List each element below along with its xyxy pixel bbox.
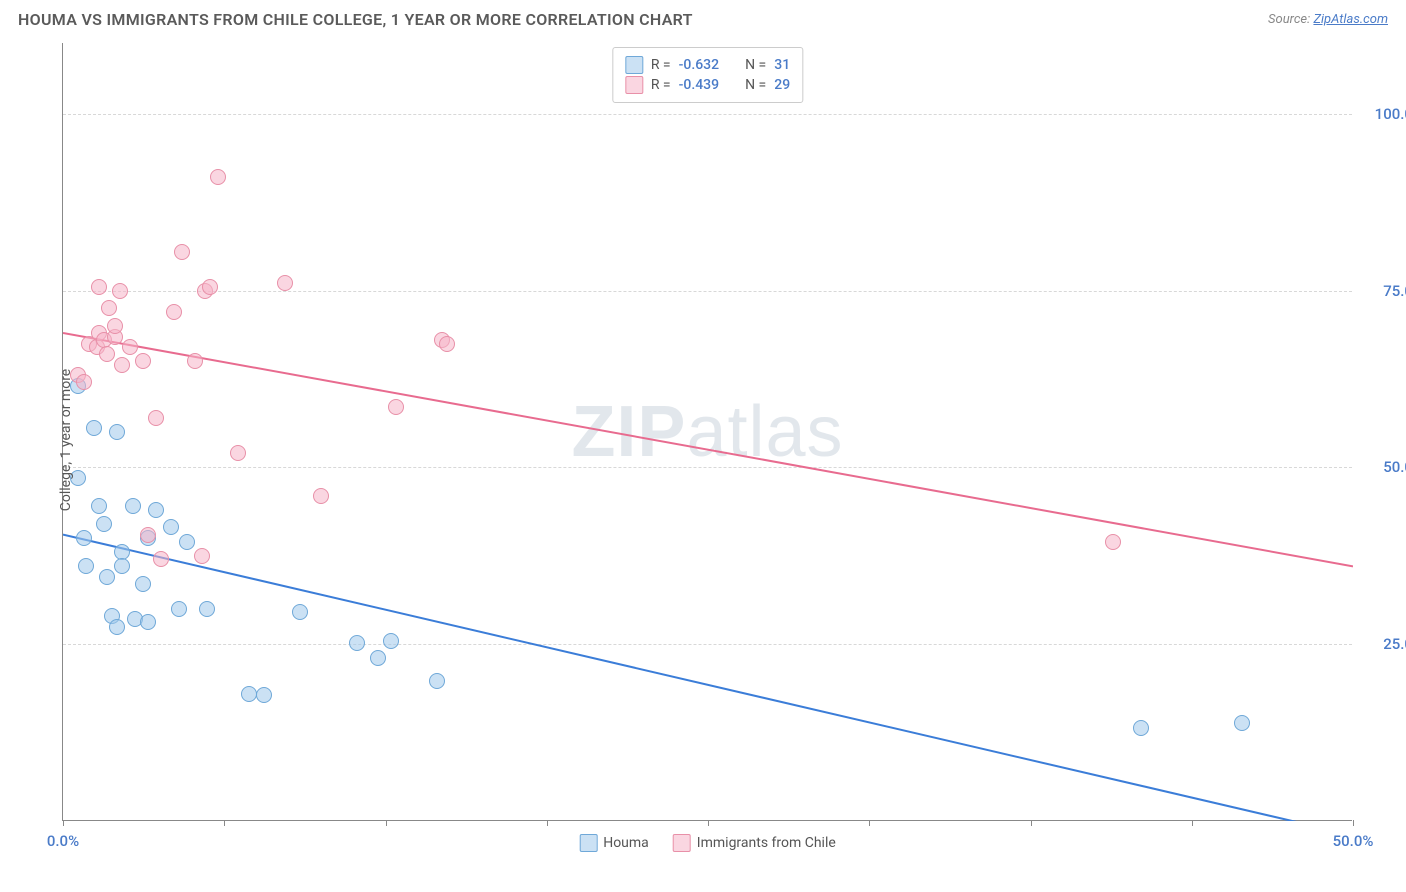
x-tick-label: 0.0% [47, 832, 79, 850]
data-point [166, 304, 182, 320]
y-tick-label: 50.0% [1362, 458, 1406, 476]
data-point [230, 445, 246, 461]
data-point [202, 279, 218, 295]
legend-stats-row: R =-0.439N =29 [625, 76, 790, 94]
x-tick-label: 50.0% [1333, 832, 1374, 850]
y-tick-label: 100.0% [1362, 105, 1406, 123]
legend-label: Immigrants from Chile [697, 835, 836, 851]
data-point [439, 336, 455, 352]
data-point [277, 275, 293, 291]
data-point [187, 353, 203, 369]
data-point [388, 399, 404, 415]
n-value: 31 [774, 57, 790, 73]
data-point [194, 548, 210, 564]
legend-stats: R =-0.632N =31 R =-0.439N =29 [612, 47, 803, 103]
r-value: -0.439 [679, 77, 719, 93]
data-point [1105, 534, 1121, 550]
legend-swatch [673, 834, 691, 852]
legend-stats-row: R =-0.632N =31 [625, 56, 790, 74]
source-label: Source: ZipAtlas.com [1268, 12, 1388, 27]
r-value: -0.632 [679, 57, 719, 73]
data-point [122, 339, 138, 355]
data-point [99, 346, 115, 362]
data-point [313, 488, 329, 504]
data-point [210, 169, 226, 185]
chart-header: HOUMA VS IMMIGRANTS FROM CHILE COLLEGE, … [0, 0, 1406, 35]
data-point [112, 283, 128, 299]
legend-swatch [625, 76, 643, 94]
data-point [174, 244, 190, 260]
y-tick-label: 75.0% [1362, 282, 1406, 300]
y-tick-label: 25.0% [1362, 635, 1406, 653]
y-axis-label: College, 1 year or more [58, 369, 74, 511]
data-point [91, 279, 107, 295]
data-point [114, 357, 130, 373]
source-link[interactable]: ZipAtlas.com [1313, 12, 1388, 27]
legend-item: Immigrants from Chile [673, 834, 836, 852]
legend-series: Houma Immigrants from Chile [579, 834, 836, 852]
data-point [153, 551, 169, 567]
data-point [76, 374, 92, 390]
data-point [140, 527, 156, 543]
data-point [107, 318, 123, 334]
trend-line-1 [63, 43, 1353, 821]
chart-container: 25.0%50.0%75.0%100.0%0.0%50.0%ZIPatlasCo… [18, 43, 1406, 871]
legend-label: Houma [603, 835, 649, 851]
legend-swatch [625, 56, 643, 74]
x-tick [1353, 820, 1354, 826]
data-point [148, 410, 164, 426]
legend-swatch [579, 834, 597, 852]
plot-area: 25.0%50.0%75.0%100.0%0.0%50.0%ZIPatlasCo… [62, 43, 1352, 821]
n-value: 29 [774, 77, 790, 93]
chart-title: HOUMA VS IMMIGRANTS FROM CHILE COLLEGE, … [18, 10, 693, 29]
legend-item: Houma [579, 834, 649, 852]
data-point [101, 300, 117, 316]
data-point [135, 353, 151, 369]
